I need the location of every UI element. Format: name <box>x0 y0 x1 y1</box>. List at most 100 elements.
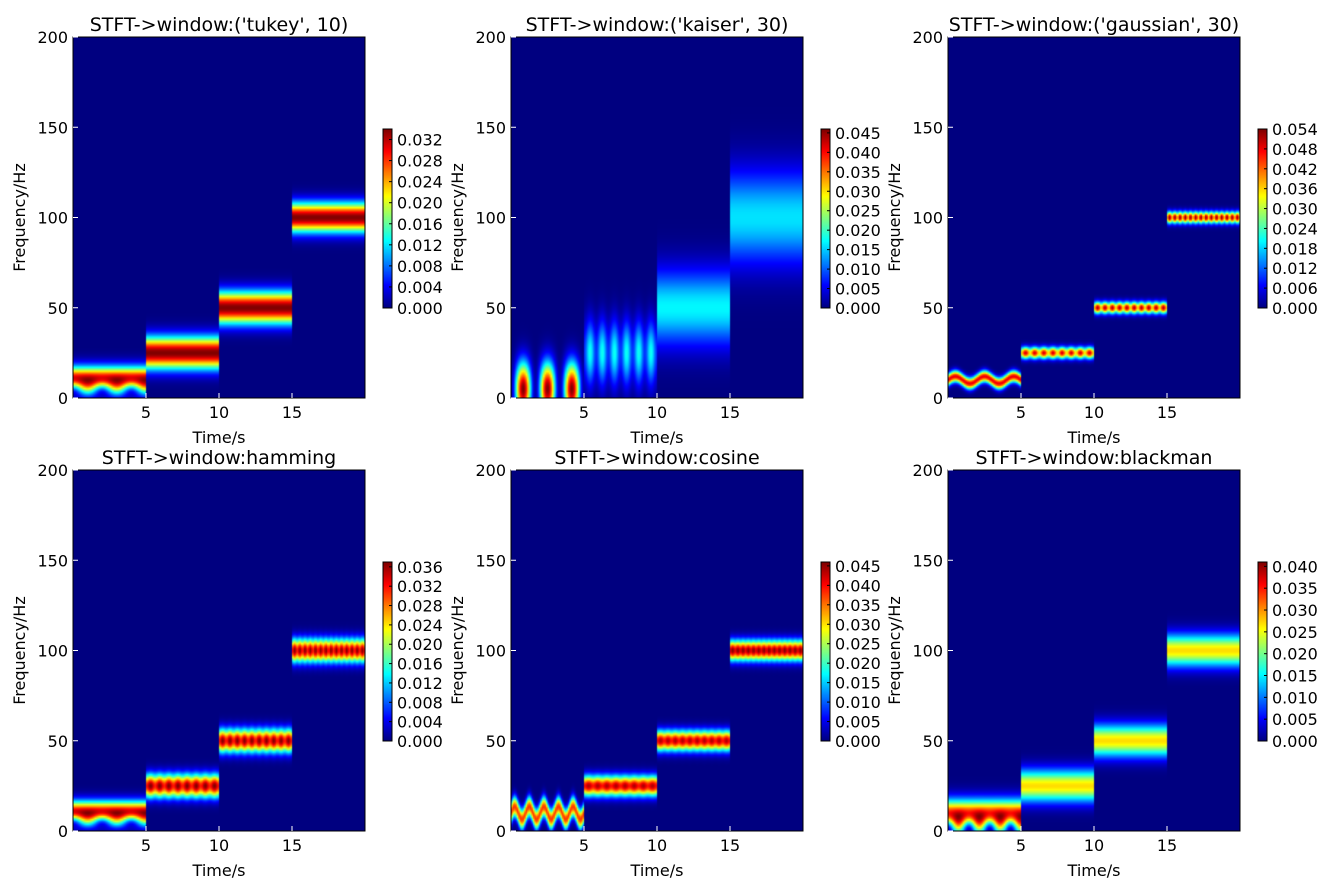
spectrogram-heatmap <box>511 37 803 398</box>
colorbar-tick-label: 0.020 <box>835 221 881 240</box>
colorbar-tick-label: 0.020 <box>835 654 881 673</box>
colorbar-tick-label: 0.035 <box>1272 579 1318 598</box>
y-axis-label: Frequency/Hz <box>10 596 29 704</box>
x-tick-label: 10 <box>647 403 667 422</box>
panel-title: STFT->window:('gaussian', 30) <box>949 14 1239 36</box>
x-tick-label: 5 <box>141 836 151 855</box>
colorbar-frame <box>382 128 393 309</box>
colorbar-frame <box>1257 128 1268 309</box>
y-tick-label: 0 <box>58 389 68 408</box>
colorbar: 0.0000.0050.0100.0150.0200.0250.0300.035… <box>820 557 881 751</box>
colorbar-tick-label: 0.018 <box>1272 239 1318 258</box>
panel-title: STFT->window:blackman <box>976 447 1213 469</box>
y-tick-label: 50 <box>48 732 68 751</box>
colorbar-tick-label: 0.025 <box>835 202 881 221</box>
colorbar-tick-label: 0.012 <box>397 674 443 693</box>
x-tick-label: 5 <box>579 403 589 422</box>
colorbar: 0.0000.0050.0100.0150.0200.0250.0300.035… <box>820 124 881 318</box>
colorbar-gradient <box>383 129 392 308</box>
y-tick-label: 50 <box>48 299 68 318</box>
colorbar-frame <box>382 561 393 742</box>
y-tick-label: 150 <box>37 118 68 137</box>
y-tick-label: 100 <box>37 209 68 228</box>
panel-title: STFT->window:('tukey', 10) <box>90 14 349 36</box>
panel-title: STFT->window:cosine <box>554 447 759 469</box>
colorbar-tick-label: 0.020 <box>397 635 443 654</box>
spectrogram-panel-6: STFT->window:blackman 0 50 100 150 200 5 10 15 Ti… <box>885 447 1318 880</box>
spectrogram-heatmap <box>511 470 803 831</box>
y-tick-label: 50 <box>923 732 943 751</box>
colorbar-frame <box>1257 561 1268 742</box>
colorbar-tick-label: 0.048 <box>1272 140 1318 159</box>
colorbar-tick-label: 0.015 <box>1272 667 1318 686</box>
y-tick-label: 150 <box>475 551 506 570</box>
colorbar-tick-label: 0.012 <box>1272 259 1318 278</box>
x-axis-label: Time/s <box>630 861 684 880</box>
y-tick-label: 0 <box>58 822 68 841</box>
colorbar-tick-label: 0.008 <box>397 693 443 712</box>
colorbar-tick-label: 0.036 <box>1272 180 1318 199</box>
colorbar: 0.000 0.004 0.008 0.012 0.016 0.020 0.024 0.028… <box>382 128 443 318</box>
colorbar-tick-label: 0.040 <box>835 576 881 595</box>
colorbar-tick-label: 0.016 <box>397 655 443 674</box>
y-tick-label: 150 <box>912 551 943 570</box>
colorbar-tick-label: 0.028 <box>397 597 443 616</box>
x-axis-label: Time/s <box>1067 861 1121 880</box>
spectrogram-heatmap <box>73 37 365 398</box>
y-tick-label: 200 <box>475 28 506 47</box>
colorbar-tick-label: 0.006 <box>1272 279 1318 298</box>
x-tick-label: 10 <box>1084 403 1104 422</box>
colorbar-tick-label: 0.030 <box>1272 601 1318 620</box>
colorbar-tick-label: 0.040 <box>1272 557 1318 576</box>
x-tick-label: 10 <box>209 836 229 855</box>
y-tick-label: 100 <box>912 642 943 661</box>
colorbar-tick-label: 0.042 <box>1272 160 1318 179</box>
colorbar-gradient <box>1258 562 1267 741</box>
colorbar-tick-label: 0.005 <box>1272 710 1318 729</box>
y-axis-label: Frequency/Hz <box>448 163 467 271</box>
colorbar-tick-label: 0.012 <box>397 236 443 255</box>
colorbar-tick-label: 0.035 <box>835 596 881 615</box>
colorbar-tick-label: 0.030 <box>835 615 881 634</box>
x-tick-label: 10 <box>1084 836 1104 855</box>
y-tick-label: 50 <box>486 732 506 751</box>
y-tick-label: 0 <box>933 822 943 841</box>
y-axis-label: Frequency/Hz <box>10 163 29 271</box>
spectrogram-panel-4: STFT->window:hamming 0 50 100 150 200 5 10 15 Tim… <box>10 447 443 880</box>
y-axis-label: Frequency/Hz <box>885 163 904 271</box>
colorbar-tick-label: 0.025 <box>835 635 881 654</box>
colorbar-tick-label: 0.045 <box>835 124 881 143</box>
colorbar-tick-label: 0.000 <box>835 732 881 751</box>
y-tick-label: 200 <box>37 28 68 47</box>
y-tick-label: 100 <box>37 642 68 661</box>
colorbar-tick-label: 0.015 <box>835 241 881 260</box>
colorbar-tick-label: 0.032 <box>397 131 443 150</box>
colorbar: 0.0000.0060.0120.0180.0240.0300.0360.042… <box>1257 120 1318 318</box>
y-tick-label: 100 <box>912 209 943 228</box>
colorbar-tick-label: 0.008 <box>397 257 443 276</box>
colorbar-tick-label: 0.024 <box>1272 219 1318 238</box>
y-axis-label: Frequency/Hz <box>448 596 467 704</box>
colorbar-frame <box>820 561 831 742</box>
colorbar-tick-label: 0.035 <box>835 163 881 182</box>
colorbar-tick-label: 0.025 <box>1272 623 1318 642</box>
colorbar-tick-label: 0.036 <box>397 558 443 577</box>
x-tick-label: 5 <box>1016 403 1026 422</box>
colorbar-tick-label: 0.030 <box>1272 200 1318 219</box>
colorbar-tick-label: 0.024 <box>397 173 443 192</box>
y-tick-label: 200 <box>37 461 68 480</box>
colorbar-gradient <box>821 129 830 308</box>
y-tick-label: 100 <box>475 642 506 661</box>
colorbar-tick-label: 0.010 <box>1272 688 1318 707</box>
colorbar-tick-label: 0.000 <box>835 299 881 318</box>
x-tick-label: 15 <box>1157 836 1177 855</box>
x-tick-label: 5 <box>1016 836 1026 855</box>
y-tick-label: 50 <box>486 299 506 318</box>
y-tick-label: 0 <box>496 822 506 841</box>
y-tick-label: 200 <box>912 28 943 47</box>
colorbar-tick-label: 0.004 <box>397 278 443 297</box>
colorbar-tick-label: 0.010 <box>835 693 881 712</box>
colorbar-tick-label: 0.054 <box>1272 120 1318 139</box>
y-tick-label: 100 <box>475 209 506 228</box>
colorbar-tick-label: 0.000 <box>1272 299 1318 318</box>
